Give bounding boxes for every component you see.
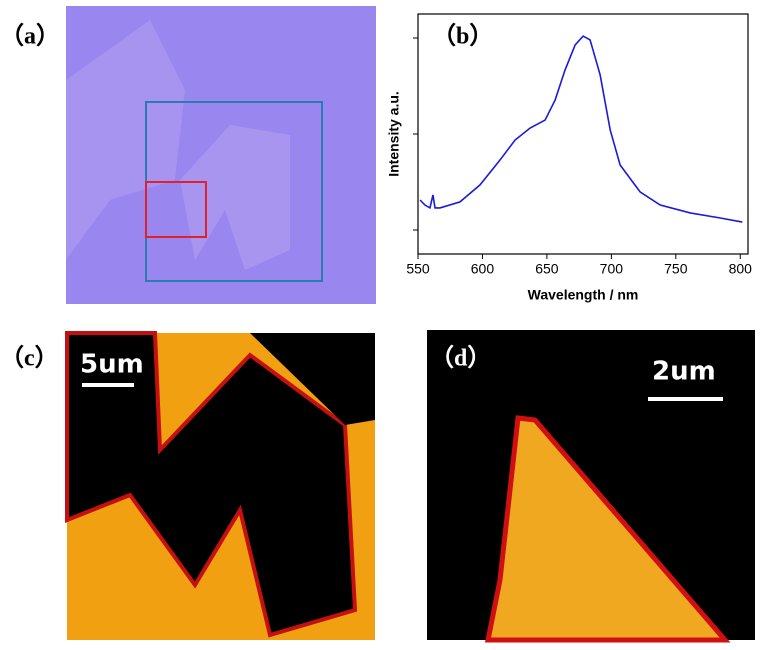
y-axis-label: Intensity a.u. — [386, 91, 402, 177]
spectrum-line — [419, 35, 743, 223]
x-tick-label: 550 — [406, 261, 430, 277]
panel-label: （d） — [430, 345, 491, 372]
x-tick-label: 750 — [664, 261, 688, 277]
x-tick-label: 650 — [535, 261, 559, 277]
x-tick-label: 700 — [600, 261, 624, 277]
panel-label: （b） — [432, 23, 493, 50]
flake — [180, 125, 290, 270]
plot-frame — [417, 13, 749, 255]
x-tick-label: 600 — [471, 261, 495, 277]
scale-label: 2um — [652, 357, 716, 387]
scale-bar — [82, 383, 134, 387]
x-tick-label: 800 — [729, 261, 753, 277]
scale-bar — [648, 397, 723, 401]
dark-region — [65, 331, 358, 638]
x-axis-label: Wavelength / nm — [528, 287, 639, 303]
scale-label: 5um — [80, 350, 144, 380]
flake — [484, 415, 731, 643]
flake — [66, 20, 185, 260]
panel-label: （c） — [0, 345, 59, 372]
dark-region — [250, 333, 375, 425]
panel-label: （a） — [0, 23, 60, 50]
red-box — [145, 181, 207, 238]
